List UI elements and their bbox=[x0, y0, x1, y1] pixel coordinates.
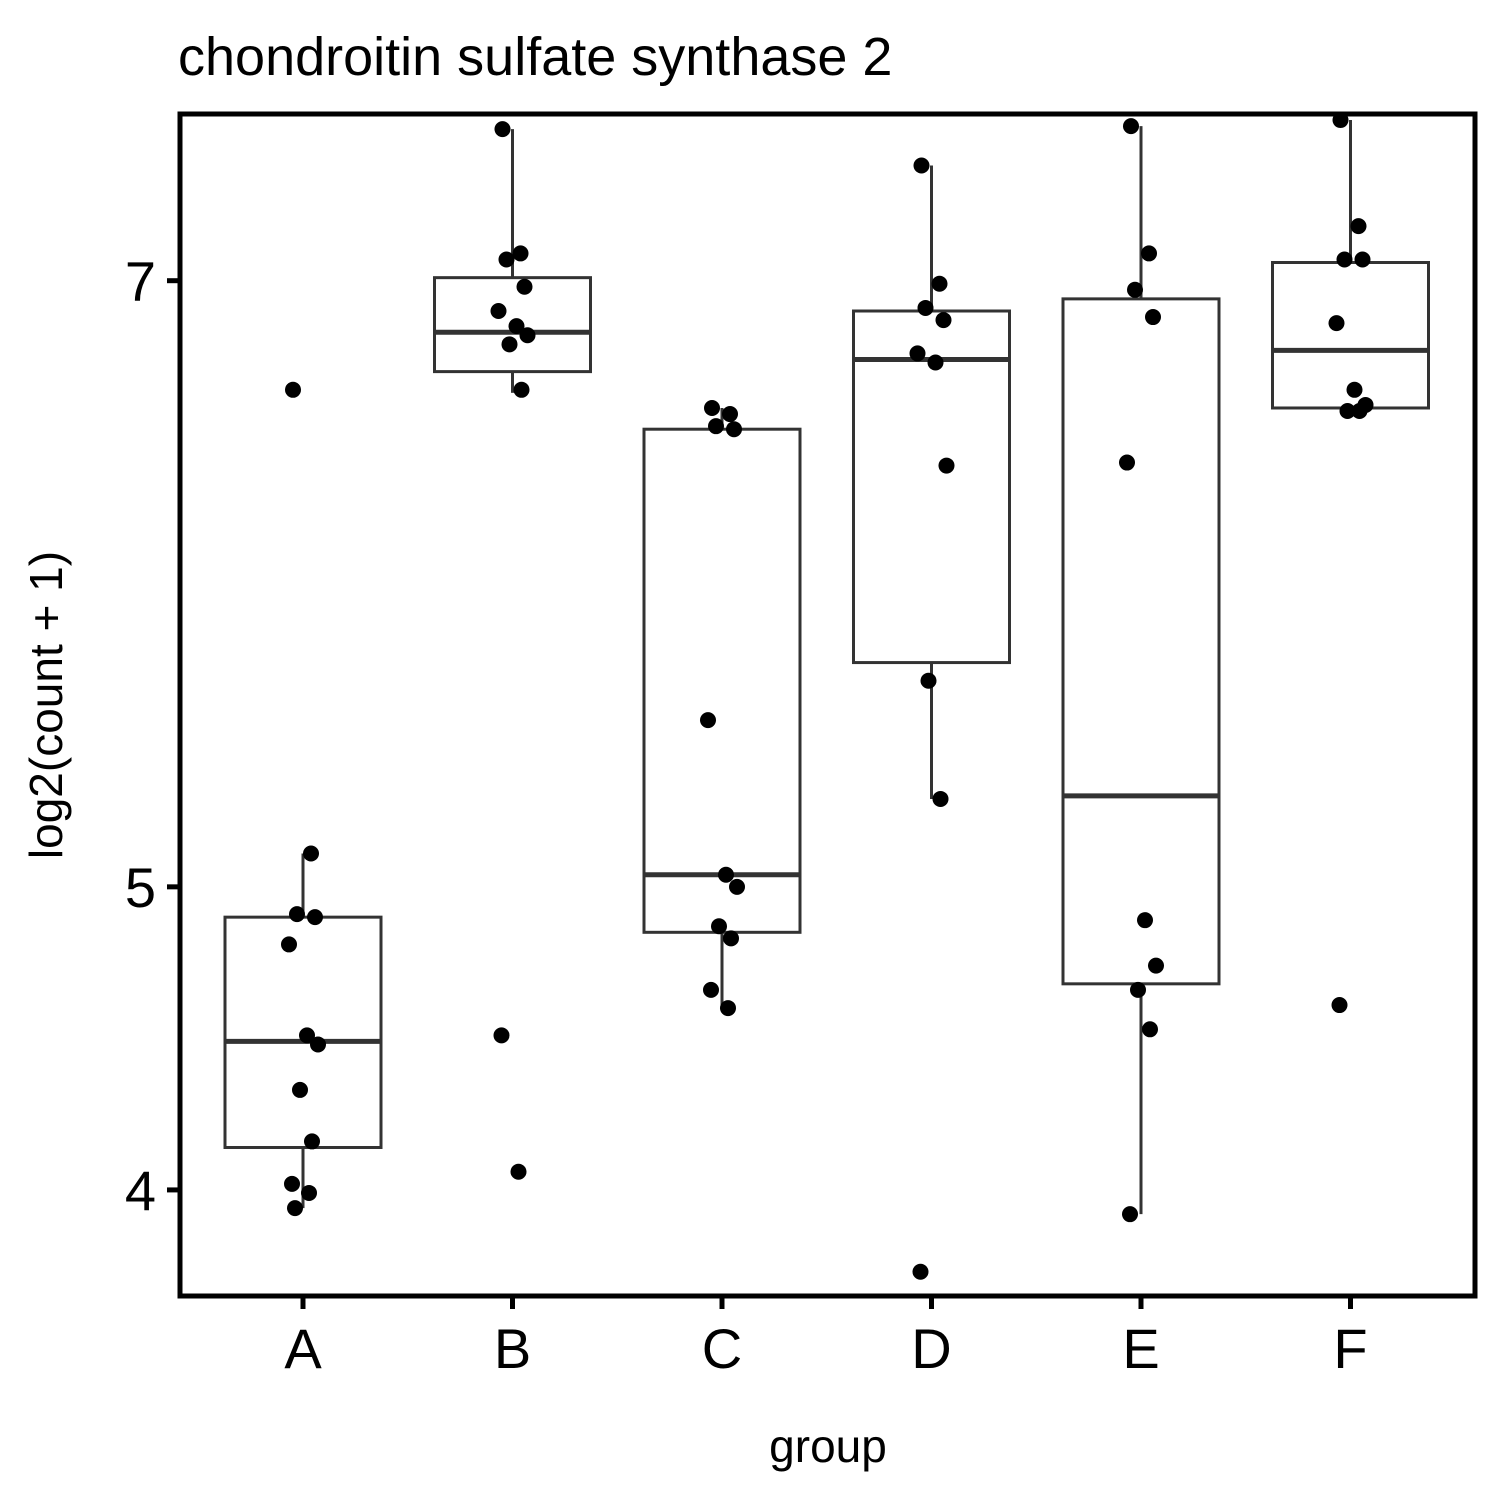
data-point bbox=[494, 121, 511, 138]
data-point bbox=[493, 1027, 510, 1044]
data-point bbox=[1331, 997, 1348, 1014]
data-point bbox=[708, 418, 724, 435]
data-point bbox=[281, 936, 297, 953]
data-point bbox=[1350, 218, 1367, 235]
data-point bbox=[310, 1036, 326, 1053]
box-c bbox=[642, 427, 802, 934]
data-point bbox=[938, 457, 955, 474]
data-point bbox=[1122, 1206, 1138, 1223]
box-b bbox=[433, 276, 592, 374]
data-point bbox=[1328, 315, 1345, 332]
data-point bbox=[726, 421, 742, 438]
data-point bbox=[1130, 981, 1146, 998]
data-point bbox=[284, 1175, 300, 1192]
data-point bbox=[1148, 957, 1164, 974]
plot-frame bbox=[177, 111, 1478, 1299]
data-point bbox=[1119, 454, 1135, 471]
x-tick-label: A bbox=[284, 1317, 322, 1380]
data-point bbox=[292, 1081, 308, 1098]
data-point bbox=[920, 672, 937, 689]
data-point bbox=[513, 381, 530, 398]
x-tick-label: D bbox=[911, 1317, 951, 1380]
chart-title: chondroitin sulfate synthase 2 bbox=[178, 27, 892, 87]
x-tick-label: E bbox=[1122, 1317, 1159, 1380]
data-point bbox=[1336, 251, 1353, 268]
data-point bbox=[1145, 309, 1161, 326]
data-point bbox=[1346, 381, 1363, 398]
data-point bbox=[931, 275, 948, 292]
data-point bbox=[1127, 281, 1143, 298]
y-axis-label: log2(count + 1) bbox=[20, 551, 72, 859]
plot-area: 4 5 7 A B C D E F bbox=[125, 111, 1478, 1380]
data-point bbox=[501, 336, 518, 353]
data-point bbox=[303, 845, 319, 862]
data-point bbox=[304, 1133, 320, 1150]
x-tick-label: B bbox=[494, 1317, 531, 1380]
data-point bbox=[490, 303, 507, 319]
data-point bbox=[510, 1163, 527, 1180]
data-point bbox=[700, 712, 716, 729]
data-point bbox=[307, 909, 323, 926]
data-point bbox=[913, 157, 930, 174]
data-point bbox=[935, 312, 952, 329]
data-point bbox=[519, 327, 536, 344]
data-point bbox=[1123, 118, 1139, 135]
data-point bbox=[516, 278, 533, 295]
data-point bbox=[1141, 245, 1157, 262]
data-point bbox=[703, 981, 719, 998]
data-point bbox=[289, 906, 305, 923]
x-axis-label: group bbox=[769, 1420, 887, 1472]
data-point bbox=[720, 1000, 736, 1017]
data-point bbox=[723, 930, 739, 947]
data-point bbox=[932, 790, 949, 807]
data-point bbox=[287, 1200, 303, 1217]
x-tick-label: F bbox=[1333, 1317, 1367, 1380]
data-point bbox=[704, 399, 720, 416]
data-point bbox=[1142, 1021, 1158, 1038]
data-point bbox=[729, 878, 745, 895]
data-point bbox=[498, 251, 515, 268]
box-e bbox=[1061, 297, 1221, 986]
data-point bbox=[1332, 112, 1349, 129]
data-point bbox=[917, 299, 934, 316]
y-tick-label: 5 bbox=[125, 856, 156, 919]
data-point bbox=[285, 381, 301, 398]
data-point bbox=[299, 1027, 315, 1044]
data-point bbox=[1354, 251, 1371, 268]
y-tick-label: 4 bbox=[125, 1159, 156, 1222]
data-point bbox=[912, 1263, 929, 1280]
data-point bbox=[508, 318, 525, 335]
data-point bbox=[927, 354, 944, 371]
data-point bbox=[1137, 912, 1153, 929]
data-point bbox=[718, 866, 734, 883]
x-tick-label: C bbox=[702, 1317, 742, 1380]
data-point bbox=[1351, 403, 1368, 420]
y-tick-label: 7 bbox=[125, 250, 156, 313]
data-point bbox=[711, 918, 727, 935]
data-point bbox=[301, 1184, 317, 1201]
data-point bbox=[722, 406, 738, 423]
data-point bbox=[1339, 403, 1356, 420]
data-point bbox=[512, 245, 529, 262]
data-point bbox=[909, 345, 926, 362]
